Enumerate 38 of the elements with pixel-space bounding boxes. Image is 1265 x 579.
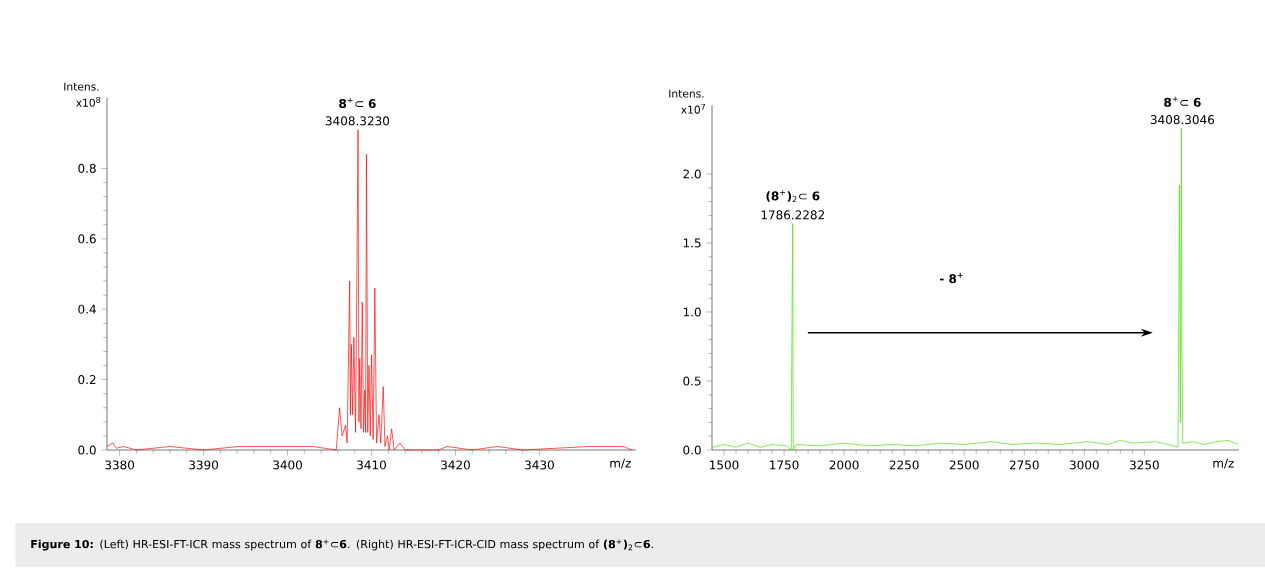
x-tick-label: 1500 bbox=[710, 460, 739, 470]
y-tick-label: 2.0 bbox=[683, 169, 701, 179]
x-tick-label: 2000 bbox=[829, 460, 859, 470]
annotation: 8$^{+}$⊂ 6 bbox=[339, 97, 376, 109]
annotation: 8$^{+}$⊂ 6 bbox=[1164, 96, 1201, 107]
x-tick-label: 3430 bbox=[525, 460, 554, 470]
annotation: 3408.3046 bbox=[1150, 115, 1215, 125]
annotation: (8$^{+}$)$_{2}$⊂ 6 bbox=[766, 190, 820, 203]
x-axis-title: m/z bbox=[1213, 458, 1234, 469]
x-tick-label: 3420 bbox=[441, 460, 470, 470]
x-tick-label: 2500 bbox=[949, 460, 979, 470]
annotation: 3408.3230 bbox=[325, 116, 390, 126]
y-axis-title: Intens. bbox=[64, 82, 99, 91]
x-tick-label: 3250 bbox=[1130, 460, 1159, 470]
y-tick-label: 0.2 bbox=[78, 375, 96, 385]
x-axis-title: m/z bbox=[610, 458, 631, 469]
y-tick-label: 0.8 bbox=[78, 163, 96, 173]
y-tick-label: 1.5 bbox=[683, 238, 701, 248]
x-tick-label: 2750 bbox=[1009, 460, 1039, 470]
y-tick-label: 0.0 bbox=[683, 445, 701, 455]
text: Figure 10: (Left) HR-ESI-FT-ICR mass spectrum of 8$^{+}$⊂6. (Right) HR-ESI-FT-ICR-CID mass spectrum of (8$^{+}$)$_{2}$⊂6. bbox=[31, 539, 653, 551]
x-tick-label: 2250 bbox=[889, 460, 919, 470]
x-tick-label: 3380 bbox=[105, 460, 135, 470]
x-tick-label: 3400 bbox=[273, 460, 302, 470]
y-axis-title: Intens. bbox=[669, 89, 704, 98]
annotation: - 8$^{+}$ bbox=[940, 272, 963, 284]
y-tick-label: 1.0 bbox=[683, 307, 701, 317]
x-tick-label: 1750 bbox=[770, 460, 799, 470]
text: x10$^{8}$ bbox=[76, 96, 101, 107]
x-tick-label: 3390 bbox=[189, 460, 219, 470]
y-tick-label: 0.4 bbox=[78, 304, 96, 314]
x-tick-label: 3410 bbox=[357, 460, 386, 470]
x-tick-label: 3000 bbox=[1069, 460, 1099, 470]
y-tick-label: 0.5 bbox=[683, 376, 701, 386]
annotation: 1786.2282 bbox=[761, 210, 824, 220]
y-tick-label: 0.0 bbox=[78, 445, 96, 455]
text: x10$^{7}$ bbox=[681, 103, 706, 114]
y-tick-label: 0.6 bbox=[78, 234, 96, 244]
